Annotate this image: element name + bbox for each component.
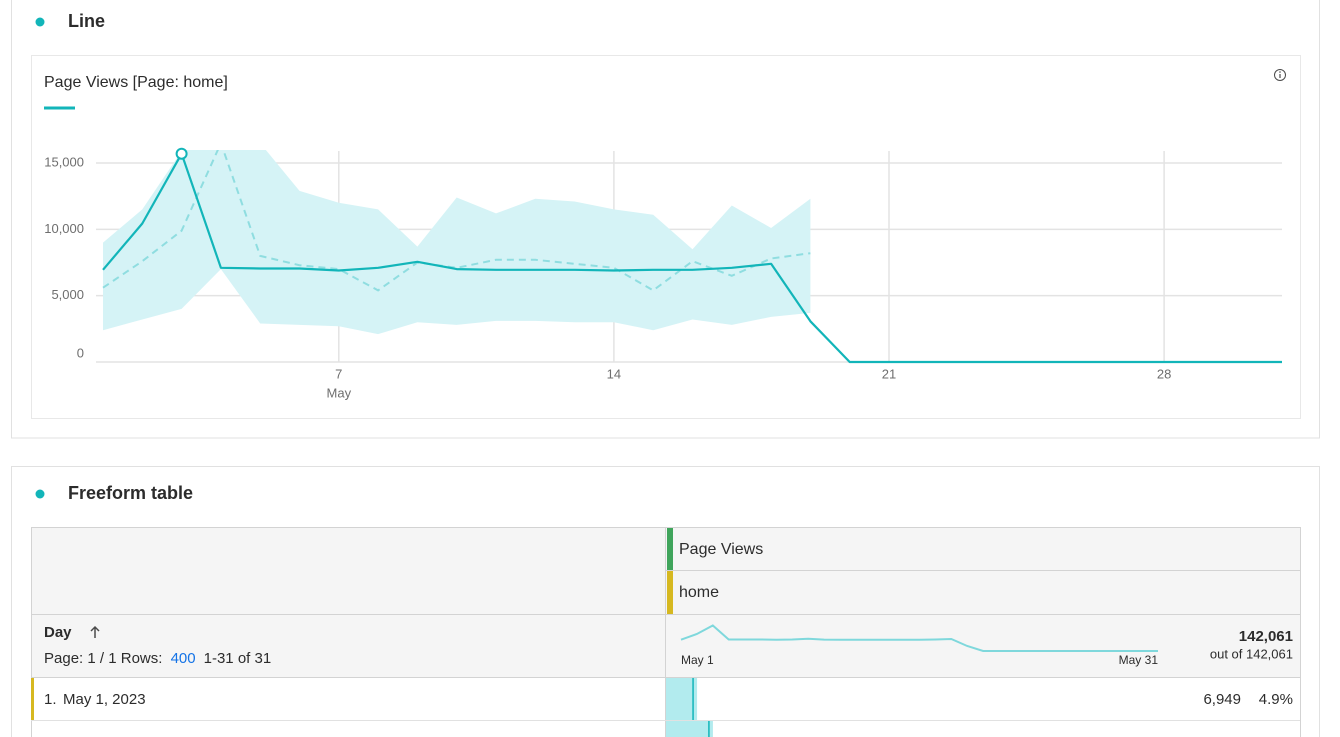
x-tick-label: 28 [1157,366,1171,381]
info-circle [1274,69,1286,81]
total: 142,061 [1239,628,1293,645]
rows-label: Rows: [121,650,163,667]
row-value: 10,443 [1195,734,1241,737]
y-tick-label: 15,000 [44,154,84,169]
segment-header[interactable]: home [679,584,719,601]
column-header[interactable]: Page Views [679,541,763,558]
panel-title[interactable]: Line [68,11,105,31]
highlight-point [175,147,188,160]
x-tick-label: 14 [607,366,621,381]
percent-bar [666,678,698,720]
total-of: out of 142,061 [1210,646,1293,661]
sparkline-start: May 1 [681,653,714,667]
row-highlight [31,678,34,720]
plot-area [102,150,811,335]
panel-title[interactable]: Freeform table [68,483,193,503]
row-percent: 4.9% [1259,691,1293,708]
y-tick-label: 5,000 [51,287,84,302]
x-tick-label: 7 [335,366,342,381]
chart-title: Page Views [Page: home] [44,74,228,91]
y-tick-label: 10,000 [44,221,84,236]
panel-dot [35,17,45,27]
metric-handle[interactable] [667,528,673,570]
info-dot [1279,71,1281,73]
rows-link[interactable]: 400 [171,650,196,667]
row-value: 6,949 [1203,691,1241,708]
dimension-header[interactable]: Day [44,624,72,641]
segment-handle[interactable] [667,571,673,614]
row-rank: 2. [44,734,57,737]
confidence-band [103,150,811,335]
row-day: May 1, 2023 [63,691,146,708]
y-tick-label: 0 [77,345,84,360]
x-tick-label: 21 [882,366,896,381]
pagination: Page: 1 / 1 Rows: 400 1-31 of 31 [44,650,271,667]
row-percent: 7.4% [1259,734,1293,737]
range-label: 1-31 of 31 [204,650,272,667]
series-line [102,152,1282,364]
row-rank: 1. [44,691,57,708]
x-month-label: May [327,385,352,400]
info-icon[interactable] [1274,69,1286,81]
percent-bar [666,721,713,737]
page-label: Page: 1 / 1 [44,650,117,667]
sort-arrow[interactable] [90,625,100,638]
row-day: May 2, 2023 [63,734,146,737]
panel-dot [35,489,45,499]
sparkline-end: May 31 [1119,653,1159,667]
sparkline [680,624,1158,652]
